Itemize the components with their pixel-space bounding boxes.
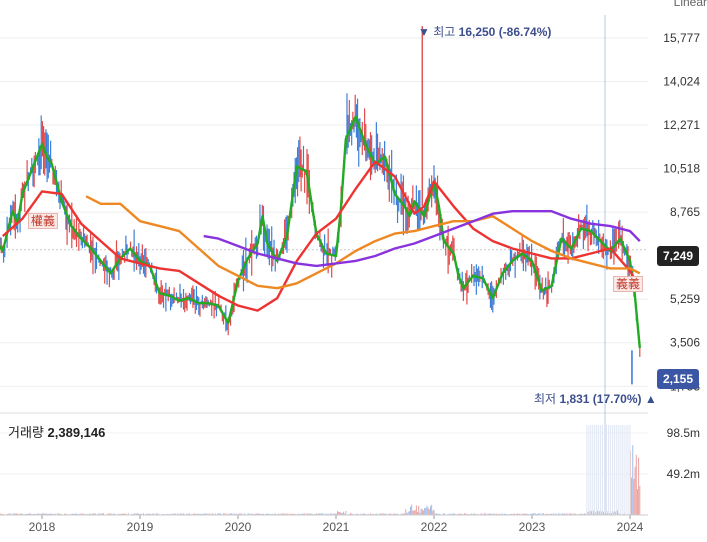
y-tick-label: 3,506	[670, 336, 700, 350]
x-tick-label: 2021	[323, 520, 350, 534]
y-tick-label: 14,024	[663, 74, 700, 88]
x-tick-label: 2024	[617, 520, 644, 534]
scale-mode-label[interactable]: Linear	[673, 0, 707, 9]
high-value: 16,250 (-86.74%)	[458, 25, 552, 39]
x-tick-label: 2022	[421, 520, 448, 534]
y-tick-label: 15,777	[663, 31, 700, 45]
ma-line-0	[0, 115, 641, 349]
low-value: 1,831 (17.70%)	[559, 392, 642, 406]
event-marker[interactable]: 權義	[28, 213, 59, 229]
y-tick-label: 10,518	[663, 162, 700, 176]
current-price-badge: 7,249	[657, 246, 700, 266]
volume-value: 2,389,146	[47, 425, 106, 440]
ma-line-3	[203, 209, 641, 268]
x-tick-label: 2023	[519, 520, 546, 534]
last-price-badge: 2,155	[657, 369, 700, 389]
event-marker[interactable]: 義義	[613, 276, 644, 292]
volume-tick-label: 49.2m	[667, 467, 700, 481]
high-label: 최고	[433, 25, 456, 39]
y-tick-label: 8,765	[670, 205, 700, 219]
high-marker-label: ▼ 최고 16,250 (-86.74%)	[418, 25, 552, 39]
x-tick-label: 2020	[225, 520, 252, 534]
low-marker-label: 최저 1,831 (17.70%) ▲	[534, 392, 657, 406]
ma-line-1	[2, 160, 641, 312]
x-tick-label: 2018	[29, 520, 56, 534]
volume-label: 거래량 2,389,146	[8, 422, 105, 441]
ma-line-2	[85, 195, 641, 290]
low-label: 최저	[534, 392, 557, 406]
y-tick-label: 12,271	[663, 118, 700, 132]
x-tick-label: 2019	[127, 520, 154, 534]
volume-tick-label: 98.5m	[667, 426, 700, 440]
volume-title: 거래량	[8, 425, 44, 440]
y-tick-label: 5,259	[670, 292, 700, 306]
